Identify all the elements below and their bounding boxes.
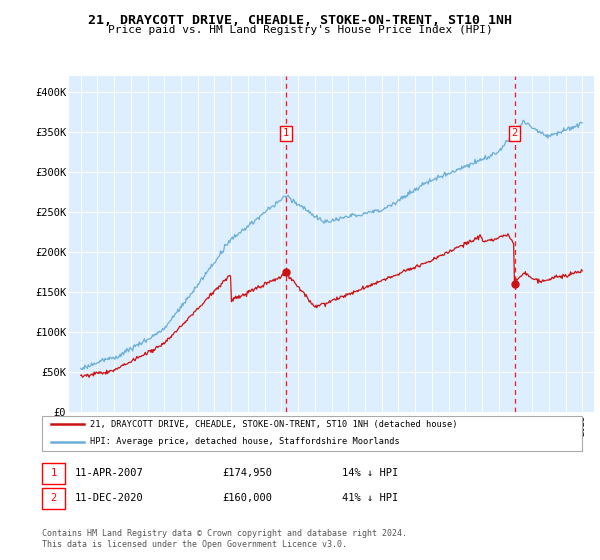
Text: 11-DEC-2020: 11-DEC-2020 [75,493,144,503]
Text: 11-APR-2007: 11-APR-2007 [75,468,144,478]
Text: £160,000: £160,000 [222,493,272,503]
Text: 1: 1 [50,468,56,478]
Text: HPI: Average price, detached house, Staffordshire Moorlands: HPI: Average price, detached house, Staf… [90,437,400,446]
Text: 21, DRAYCOTT DRIVE, CHEADLE, STOKE-ON-TRENT, ST10 1NH: 21, DRAYCOTT DRIVE, CHEADLE, STOKE-ON-TR… [88,14,512,27]
Text: £174,950: £174,950 [222,468,272,478]
Text: 2: 2 [50,493,56,503]
Text: Contains HM Land Registry data © Crown copyright and database right 2024.
This d: Contains HM Land Registry data © Crown c… [42,529,407,549]
Text: 1: 1 [283,128,289,138]
Text: 21, DRAYCOTT DRIVE, CHEADLE, STOKE-ON-TRENT, ST10 1NH (detached house): 21, DRAYCOTT DRIVE, CHEADLE, STOKE-ON-TR… [90,420,458,429]
Text: Price paid vs. HM Land Registry's House Price Index (HPI): Price paid vs. HM Land Registry's House … [107,25,493,35]
Text: 14% ↓ HPI: 14% ↓ HPI [342,468,398,478]
Text: 2: 2 [511,128,518,138]
Text: 41% ↓ HPI: 41% ↓ HPI [342,493,398,503]
